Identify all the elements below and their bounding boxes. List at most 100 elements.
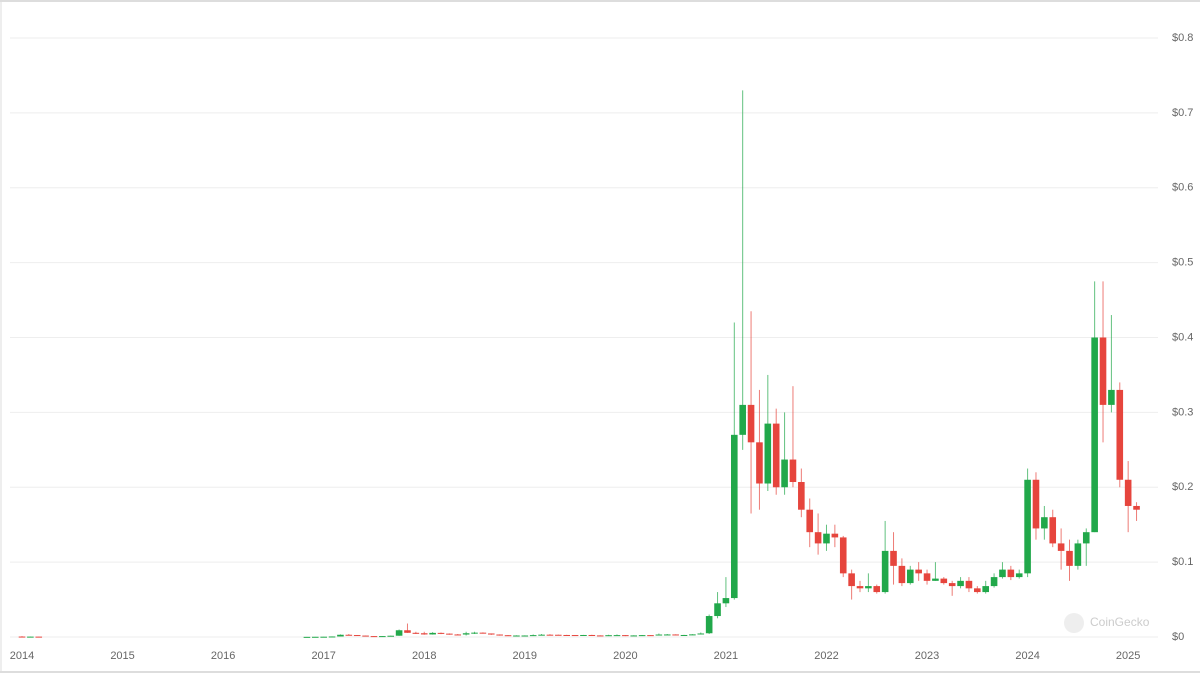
x-tick-label: 2018 — [412, 650, 436, 662]
candle-body — [420, 633, 428, 635]
candle-body — [580, 634, 587, 636]
candle-body — [848, 573, 855, 587]
candle-body — [395, 630, 403, 636]
candle-body — [454, 634, 462, 636]
candle-body — [1049, 517, 1057, 544]
candle-body — [521, 635, 529, 637]
candle-body — [630, 635, 638, 637]
x-tick-label: 2023 — [915, 650, 939, 662]
candle-body — [18, 636, 26, 638]
candle-body — [974, 588, 981, 593]
candle-body — [320, 636, 327, 638]
candle-body — [1024, 479, 1031, 574]
candle-body — [764, 423, 772, 484]
candle-body — [1032, 479, 1040, 529]
candle-body — [379, 636, 386, 638]
candle-body — [546, 634, 554, 636]
candle-body — [596, 635, 604, 637]
y-tick-label: $0.6 — [1172, 182, 1193, 194]
candle-body — [772, 423, 780, 488]
candle-body — [756, 442, 763, 484]
candle-body — [1007, 569, 1015, 578]
candle-body — [647, 635, 654, 637]
x-tick-label: 2019 — [513, 650, 537, 662]
candle-body — [437, 632, 445, 634]
candle-body — [328, 636, 336, 638]
candle-body — [672, 634, 679, 636]
candle-body — [538, 634, 545, 636]
candle-body — [622, 635, 629, 637]
candle-body — [353, 635, 361, 637]
candle-body — [948, 583, 956, 587]
candle-body — [781, 459, 788, 488]
candle-body — [588, 634, 596, 636]
candle-body — [613, 635, 621, 637]
candle-body — [865, 586, 872, 589]
candle-body — [965, 580, 973, 589]
candle-body — [571, 635, 579, 637]
candle-body — [504, 635, 512, 637]
candle-body — [638, 635, 646, 637]
candle-body — [387, 635, 395, 637]
candle-body — [739, 404, 746, 435]
candle-body — [957, 580, 964, 587]
candle-body — [806, 509, 814, 533]
watermark: CoinGecko — [1090, 615, 1150, 629]
watermark-logo — [1064, 613, 1084, 633]
candle-body — [890, 550, 897, 566]
candle-body — [471, 632, 478, 634]
candle-body — [856, 586, 864, 589]
candle-body — [697, 633, 705, 635]
candle-body — [982, 586, 989, 593]
candle-body — [747, 404, 755, 443]
candle-body — [1099, 337, 1107, 405]
x-tick-label: 2022 — [814, 650, 838, 662]
y-tick-label: $0.4 — [1172, 331, 1193, 343]
x-tick-label: 2025 — [1116, 650, 1140, 662]
candle-body — [1108, 389, 1115, 405]
candle-body — [722, 598, 730, 604]
candle-body — [479, 632, 487, 634]
candle-body — [513, 635, 520, 637]
candle-body — [1015, 573, 1023, 578]
candle-body — [714, 603, 721, 617]
candle-body — [881, 550, 889, 593]
candle-body — [663, 634, 671, 636]
candle-body — [1057, 543, 1065, 551]
candle-body — [1082, 532, 1090, 544]
candle-body — [362, 635, 369, 637]
candle-body — [605, 635, 612, 637]
candle-body — [337, 634, 344, 637]
candle-body — [873, 586, 881, 593]
candle-body — [1124, 479, 1132, 506]
x-tick-label: 2021 — [714, 650, 738, 662]
candle-body — [990, 577, 998, 587]
candle-body — [1091, 337, 1098, 533]
x-tick-label: 2014 — [10, 650, 34, 662]
candle-body — [496, 634, 503, 636]
candle-body — [731, 434, 738, 599]
candle-body — [839, 537, 847, 574]
candle-body — [446, 633, 453, 635]
candle-body — [898, 565, 906, 584]
candle-body — [655, 634, 663, 636]
candle-body — [412, 632, 420, 634]
candle-body — [27, 636, 34, 638]
candle-body — [823, 533, 830, 544]
x-tick-label: 2020 — [613, 650, 637, 662]
candle-body — [689, 634, 696, 636]
candle-body — [999, 569, 1006, 578]
candle-body — [789, 459, 797, 483]
candle-body — [932, 578, 939, 581]
candle-body — [462, 633, 470, 635]
candle-body — [345, 634, 353, 636]
y-tick-label: $0.2 — [1172, 481, 1193, 493]
candle-body — [1116, 389, 1124, 480]
candle-body — [404, 630, 411, 633]
candle-body — [705, 616, 713, 634]
x-tick-label: 2015 — [110, 650, 134, 662]
candle-body — [429, 632, 436, 635]
x-tick-label: 2024 — [1015, 650, 1039, 662]
y-tick-label: $0.8 — [1172, 32, 1193, 44]
